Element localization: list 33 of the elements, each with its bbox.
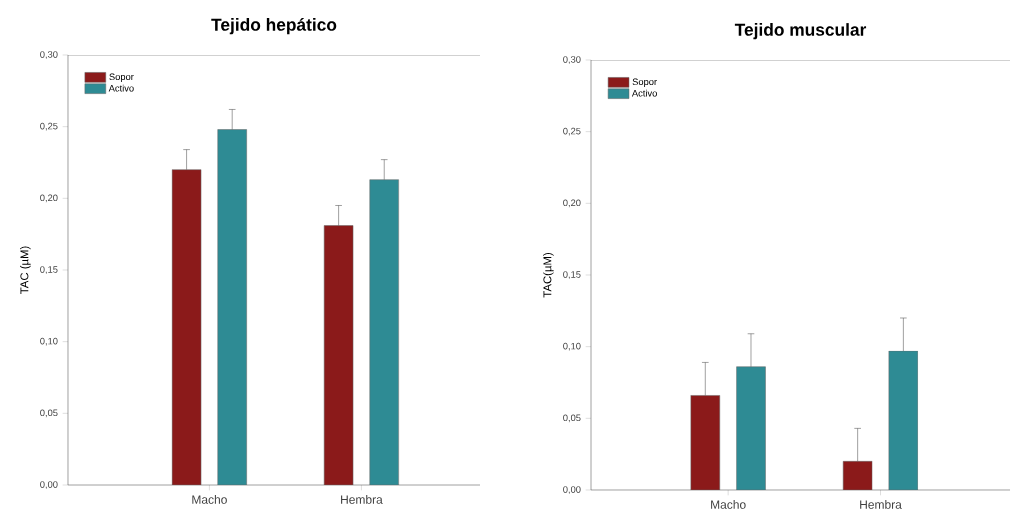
y-tick-label: 0,30	[40, 51, 58, 59]
y-tick-label: 0,00	[563, 486, 581, 494]
y-tick-label: 0,20	[563, 199, 581, 208]
y-tick-label: 0,15	[563, 271, 581, 279]
legend-label: Activo	[631, 89, 657, 97]
legend-label: Sopor	[632, 78, 657, 87]
legend-label: Activo	[108, 84, 134, 92]
y-tick-label: 0,10	[40, 337, 58, 346]
bar	[171, 169, 202, 485]
legend-label: Sopor	[109, 73, 134, 82]
x-tick-label: Macho	[711, 500, 746, 509]
y-tick-label: 0,30	[563, 56, 581, 64]
y-axis-title: TAC(µM)	[543, 253, 554, 298]
y-tick-label: 0,10	[563, 342, 581, 351]
x-tick-label: Macho	[192, 495, 227, 504]
bar	[323, 225, 354, 485]
y-tick-label: 0,15	[40, 266, 58, 274]
y-tick-label: 0,25	[40, 122, 58, 131]
bar	[888, 350, 919, 490]
y-tick-label: 0,05	[40, 409, 58, 418]
x-tick-label: Hembra	[341, 495, 383, 504]
bar	[736, 366, 766, 490]
y-tick-label: 0,05	[563, 414, 581, 423]
y-tick-label: 0,25	[563, 127, 581, 136]
bar	[369, 179, 399, 485]
chart-title: Tejido muscular	[734, 23, 867, 40]
bar	[217, 129, 247, 485]
y-axis-title: TAC (µM)	[20, 246, 31, 294]
y-tick-label: 0,20	[40, 194, 58, 203]
y-tick-label: 0,00	[40, 481, 58, 489]
bar	[690, 395, 721, 490]
x-tick-label: Hembra	[860, 500, 902, 509]
chart-title: Tejido hepático	[211, 17, 337, 35]
